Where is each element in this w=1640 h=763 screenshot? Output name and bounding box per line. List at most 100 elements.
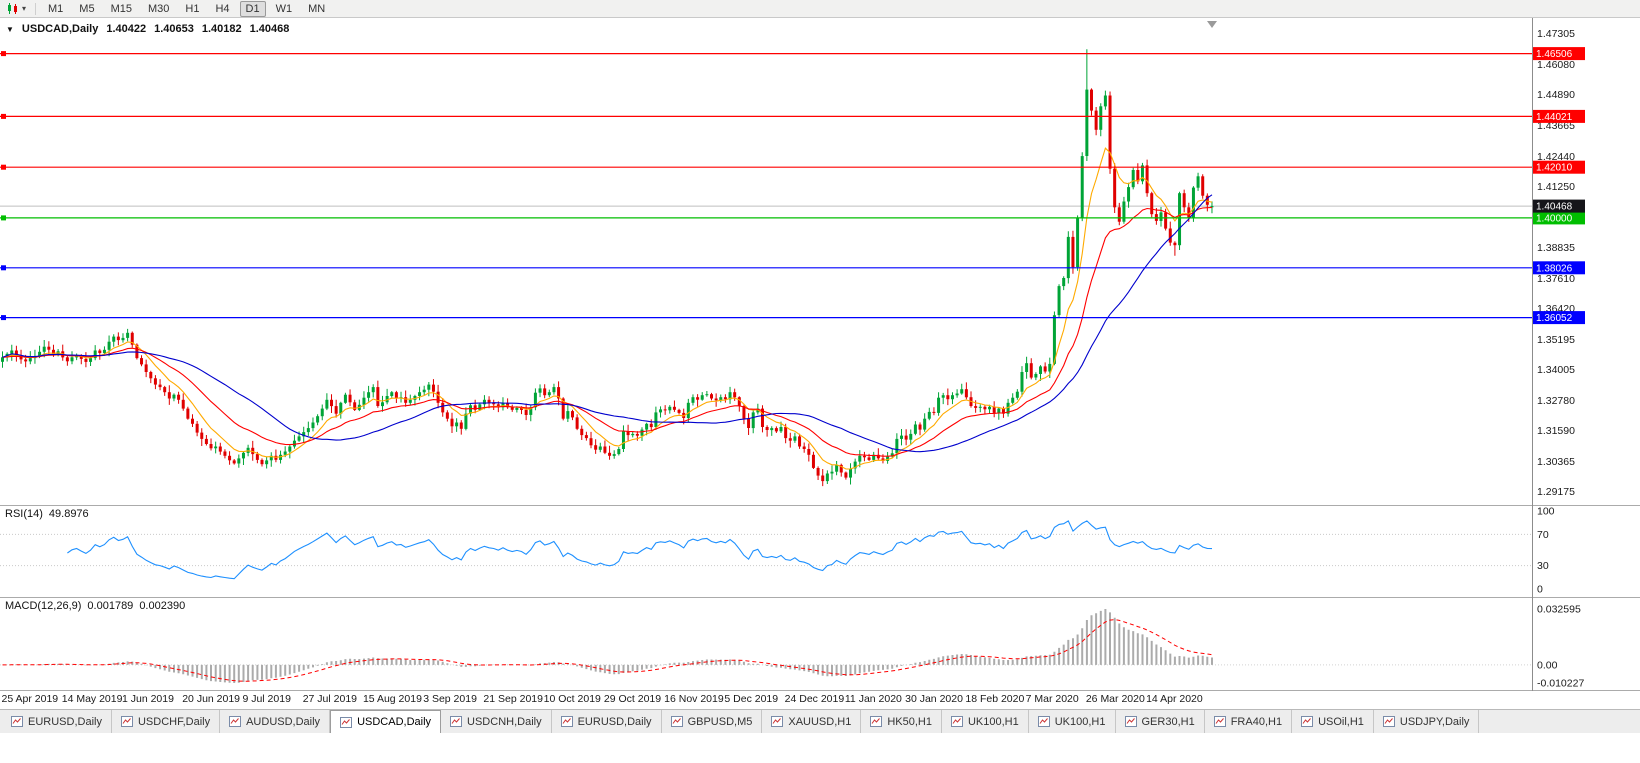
tab-chart-icon: [450, 716, 463, 727]
price-tick-label: 1.41250: [1537, 181, 1575, 193]
date-label: 9 Jul 2019: [242, 693, 291, 705]
timeframe-m30-button[interactable]: M30: [147, 2, 170, 15]
date-label: 16 Nov 2019: [664, 693, 724, 705]
date-label: 3 Sep 2019: [423, 693, 477, 705]
line-handle: [1, 265, 6, 271]
macd-histogram: [6, 609, 1213, 683]
rsi-level-label: 100: [1537, 506, 1555, 518]
price-line-label-bg: [1533, 311, 1585, 325]
ma-mid-line: [2, 206, 1213, 457]
rsi-value: 49.8976: [48, 508, 89, 520]
date-label: 24 Dec 2019: [784, 693, 845, 705]
line-handle: [1, 315, 6, 321]
timeframe-m1-button[interactable]: M1: [48, 2, 64, 15]
date-label: 25 Apr 2019: [1, 693, 59, 705]
date-label: 21 Sep 2019: [483, 693, 543, 705]
macd-level-label: 0.032595: [1537, 604, 1581, 616]
chart-tab-uk100-h1[interactable]: UK100,H1: [941, 710, 1029, 733]
price-tick-label: 1.32780: [1537, 395, 1575, 407]
tab-chart-icon: [1213, 716, 1226, 727]
chart-tab-eurusd-daily[interactable]: EURUSD,Daily: [2, 710, 112, 733]
timeframe-m15-button[interactable]: M15: [110, 2, 132, 15]
symbol-timeframe-label: USDCAD,Daily: [21, 23, 99, 35]
tab-chart-icon: [870, 716, 883, 727]
macd-pane[interactable]: [0, 609, 1532, 683]
date-label: 26 Mar 2020: [1085, 693, 1145, 705]
timeframe-m5-button[interactable]: M5: [79, 2, 95, 15]
candlestick-chart-icon[interactable]: [6, 2, 20, 15]
chart-shift-marker: [1207, 21, 1217, 28]
price-line-label: 1.40000: [1536, 213, 1573, 224]
chart-tab-uk100-h1[interactable]: UK100,H1: [1028, 710, 1116, 733]
date-label: 14 May 2019: [61, 693, 123, 705]
chart-tab-usdcad-daily[interactable]: USDCAD,Daily: [330, 710, 442, 733]
ma-slow-line: [2, 194, 1213, 453]
ohlc-low: 1.40182: [201, 23, 242, 35]
chart-tab-gbpusd-m5[interactable]: GBPUSD,M5: [661, 710, 763, 733]
date-label: 20 Jun 2019: [182, 693, 241, 705]
price-line-label-bg: [1533, 211, 1585, 225]
price-line-label: 1.36052: [1536, 313, 1573, 324]
chart-tab-fra40-h1[interactable]: FRA40,H1: [1204, 710, 1293, 733]
timeframe-h1-button[interactable]: H1: [185, 2, 200, 15]
tab-label: UK100,H1: [1054, 715, 1106, 728]
ohlc-close: 1.40468: [249, 23, 290, 35]
date-label: 14 Apr 2020: [1146, 693, 1203, 705]
price-line-label: 1.44021: [1536, 112, 1573, 123]
price-tick-label: 1.31590: [1537, 425, 1575, 437]
tab-chart-icon: [120, 716, 133, 727]
chart-tab-hk50-h1[interactable]: HK50,H1: [861, 710, 942, 733]
price-tick-label: 1.44890: [1537, 89, 1575, 101]
tab-chart-icon: [1037, 716, 1050, 727]
tab-label: UK100,H1: [967, 715, 1019, 728]
price-tick-label: 1.34005: [1537, 364, 1575, 376]
chart-tab-eurusd-daily[interactable]: EURUSD,Daily: [551, 710, 662, 733]
chart-tab-ger30-h1[interactable]: GER30,H1: [1115, 710, 1205, 733]
chart-tab-usdcnh-daily[interactable]: USDCNH,Daily: [441, 710, 552, 733]
rsi-pane[interactable]: [0, 520, 1532, 580]
chart-tab-usdjpy-daily[interactable]: USDJPY,Daily: [1373, 710, 1480, 733]
ohlc-open: 1.40422: [106, 23, 147, 35]
price-line-label: 1.46506: [1536, 49, 1573, 60]
rsi-level-label: 30: [1537, 560, 1549, 572]
tab-label: XAUUSD,H1: [788, 715, 852, 728]
price-line-label: 1.40468: [1536, 202, 1573, 213]
tab-label: EURUSD,Daily: [577, 715, 652, 728]
symbol-dropdown-caret[interactable]: ▼: [6, 24, 14, 34]
price-line-label-bg: [1533, 47, 1585, 61]
rsi-name: RSI(14): [5, 508, 43, 520]
tab-label: USDJPY,Daily: [1399, 715, 1470, 728]
timeframe-mn-button[interactable]: MN: [308, 2, 326, 15]
timeframe-h4-button[interactable]: H4: [215, 2, 230, 15]
main-pane[interactable]: [0, 21, 1532, 487]
price-tick-label: 1.38835: [1537, 242, 1575, 254]
tab-label: HK50,H1: [887, 715, 932, 728]
chart-tab-usoil-h1[interactable]: USOil,H1: [1292, 710, 1374, 733]
dropdown-caret-icon[interactable]: ▾: [22, 3, 27, 13]
chart-tab-usdchf-daily[interactable]: USDCHF,Daily: [111, 710, 221, 733]
timeframe-w1-button[interactable]: W1: [275, 2, 293, 15]
bear-wicks: [15, 88, 1208, 487]
tab-chart-icon: [560, 716, 573, 727]
tab-label: EURUSD,Daily: [28, 715, 102, 728]
tab-label: FRA40,H1: [1230, 715, 1283, 728]
date-axis[interactable]: 25 Apr 2019 14 May 2019 1 Jun 2019 20 Jun 2…: [0, 691, 1640, 709]
date-label: 30 Jan 2020: [905, 693, 963, 705]
chart-canvas[interactable]: 1.47305 1.46080 1.44890 1.43665 1.42440 1.412…: [0, 18, 1640, 691]
tab-chart-icon: [670, 716, 683, 727]
chart-tab-audusd-daily[interactable]: AUDUSD,Daily: [220, 710, 331, 733]
date-label: 27 Jul 2019: [302, 693, 357, 705]
date-label: 5 Dec 2019: [724, 693, 779, 705]
bull-wicks: [2, 49, 1213, 485]
date-label: 10 Oct 2019: [543, 693, 601, 705]
timeframe-d1-button[interactable]: D1: [239, 0, 266, 17]
chart-tabs-bar: EURUSD,Daily USDCHF,Daily AUDUSD,Daily USDC…: [0, 709, 1640, 733]
tab-label: AUDUSD,Daily: [246, 715, 321, 728]
rsi-indicator-label: RSI(14) 49.8976: [5, 508, 89, 520]
toolbar-separator: [35, 2, 37, 15]
price-tick-label: 1.43665: [1537, 120, 1575, 132]
price-tick-label: 1.47305: [1537, 28, 1575, 40]
chart-tab-xauusd-h1[interactable]: XAUUSD,H1: [762, 710, 862, 733]
price-line-label-bg: [1533, 199, 1585, 213]
price-axis[interactable]: 1.47305 1.46080 1.44890 1.43665 1.42440 1.412…: [1532, 18, 1586, 691]
